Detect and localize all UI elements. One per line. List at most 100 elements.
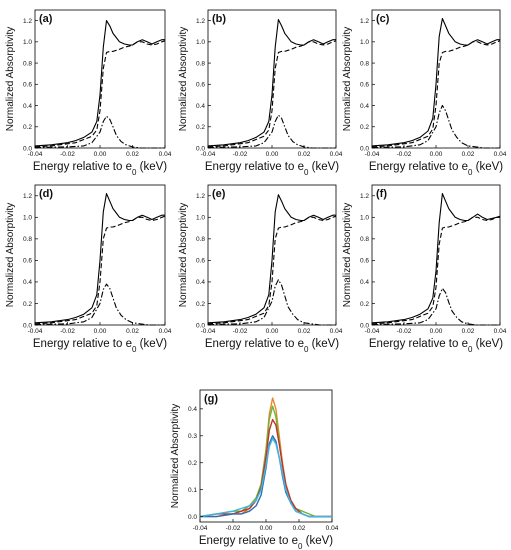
panel-label: (b) [212,13,226,25]
x-tick-label: 0.04 [494,328,507,335]
series-line [34,40,166,148]
y-axis-label: Normalized Absorptivity [178,27,189,131]
x-tick-label: 0.02 [298,151,311,158]
series-line [34,193,165,324]
y-tick-label: 0.8 [360,236,369,243]
y-tick-label: 0.3 [188,433,197,440]
x-tick-label: 0.02 [462,151,475,158]
y-tick-label: 0.4 [196,103,205,110]
y-tick-label: 0.8 [360,60,369,67]
y-tick-label: 0.6 [23,82,32,89]
x-tick-label: -0.04 [28,151,43,158]
series-line [371,104,500,149]
x-tick-label: -0.02 [233,328,248,335]
series-line [34,215,166,325]
x-axis-label: Energy relative to e0 (keV) [205,338,339,354]
y-tick-label: 1.0 [360,39,369,46]
y-tick-label: 1.0 [23,215,32,222]
y-tick-label: 0.6 [196,258,205,265]
x-axis-label: Energy relative to e0 (keV) [33,161,167,177]
y-tick-label: 0.4 [188,406,197,413]
plot-frame [207,9,337,149]
x-tick-label: 0.00 [94,328,107,335]
y-tick-label: 0.8 [23,236,32,243]
x-tick-label: 0.04 [159,328,172,335]
y-tick-label: 1.0 [196,39,205,46]
x-tick-label: -0.04 [365,328,380,335]
x-tick-label: 0.00 [430,328,443,335]
plot-frame [371,184,501,326]
y-tick-label: 1.0 [23,39,32,46]
x-tick-label: -0.02 [233,151,248,158]
chart-panel: -0.04 -0.02 0.00 0.02 0.04 0.0 0.2 0.4 0.6 0.8 1.0… [5,9,172,177]
chart-panel: -0.04 -0.02 0.00 0.02 0.04 0.0 0.2 0.4 0.6 0.8 1.0… [5,184,172,354]
x-tick-label: -0.02 [60,151,75,158]
series-line [207,215,337,325]
series-line [371,40,501,148]
x-tick-label: 0.04 [159,151,172,158]
x-tick-label: 0.04 [330,328,343,335]
y-tick-label: 1.2 [196,18,205,25]
panel-label: (d) [39,188,53,200]
y-tick-label: 0.1 [188,487,197,494]
y-tick-label: 1.0 [360,215,369,222]
y-tick-label: 1.0 [196,215,205,222]
y-axis-label: Normalized Absorptivity [170,404,181,508]
y-axis-label: Normalized Absorptivity [5,27,16,131]
y-tick-label: 0.0 [360,145,369,152]
series-line [371,287,500,326]
series-line [207,194,336,324]
y-tick-label: 0.2 [360,124,369,131]
y-axis-label: Normalized Absorptivity [342,27,353,131]
y-tick-label: 0.2 [23,124,32,131]
series-line [371,193,501,324]
y-tick-label: 0.2 [23,301,32,308]
y-tick-label: 1.2 [196,193,205,200]
x-axis-label: Energy relative to e0 (keV) [369,161,503,177]
y-tick-label: 0.2 [196,124,205,131]
y-axis-label: Normalized Absorptivity [178,203,189,307]
y-tick-label: 0.4 [23,279,32,286]
x-tick-label: -0.04 [201,151,216,158]
x-tick-label: 0.04 [494,151,507,158]
x-tick-label: 0.00 [266,151,279,158]
y-tick-label: 0.2 [196,301,205,308]
y-tick-label: 0.0 [196,322,205,329]
y-tick-label: 0.0 [196,145,205,152]
y-tick-label: 0.8 [196,60,205,67]
x-tick-label: -0.02 [226,525,241,532]
x-tick-label: 0.04 [326,525,339,532]
panel-label: (f) [376,188,387,200]
y-tick-label: 0.6 [360,258,369,265]
y-tick-label: 1.2 [360,18,369,25]
chart-panel: -0.04 -0.02 0.00 0.02 0.04 0.0 0.1 0.2 0.3 0.4 Ene… [170,389,339,550]
series-line [34,283,165,326]
chart-panel: -0.04 -0.02 0.00 0.02 0.04 0.0 0.2 0.4 0.6 0.8 1.0… [342,9,507,177]
x-axis-label: Energy relative to e0 (keV) [205,161,339,177]
series-line [34,115,165,149]
y-tick-label: 0.4 [360,103,369,110]
x-tick-label: 0.00 [430,151,443,158]
y-tick-label: 0.4 [360,279,369,286]
panel-label: (a) [39,13,53,25]
x-tick-label: -0.02 [397,328,412,335]
y-tick-label: 0.6 [23,258,32,265]
y-tick-label: 0.0 [23,145,32,152]
y-tick-label: 1.2 [360,193,369,200]
x-tick-label: -0.04 [201,328,216,335]
series-line [207,114,336,149]
y-tick-label: 1.2 [23,18,32,25]
x-tick-label: 0.02 [126,151,139,158]
x-tick-label: -0.04 [193,525,208,532]
series-line [199,437,332,518]
x-tick-label: 0.00 [266,328,279,335]
x-tick-label: 0.00 [94,151,107,158]
x-axis-label: Energy relative to e0 (keV) [33,338,167,354]
series-line [199,405,332,518]
y-tick-label: 0.2 [188,460,197,467]
y-tick-label: 0.0 [360,322,369,329]
y-tick-label: 1.2 [23,193,32,200]
y-tick-label: 0.6 [196,82,205,89]
x-tick-label: -0.02 [60,328,75,335]
x-tick-label: -0.02 [397,151,412,158]
